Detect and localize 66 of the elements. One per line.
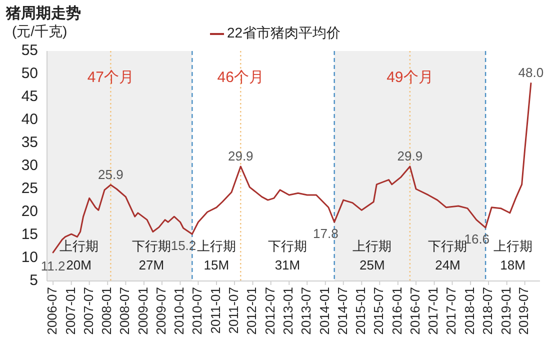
- x-tick-label: 2016-01: [389, 287, 404, 335]
- annotation: 47个月: [87, 68, 134, 86]
- x-tick-label: 2013-07: [298, 287, 314, 335]
- annotation: 25.9: [98, 166, 124, 182]
- annotation: 18M: [500, 257, 526, 272]
- x-tick-label: 2014-07: [334, 287, 350, 335]
- annotation: 15.2: [170, 238, 196, 254]
- x-tick-label: 2009-07: [153, 287, 168, 335]
- y-tick-label: 10: [21, 248, 38, 266]
- annotation: 31M: [274, 257, 300, 272]
- legend-label: 22省市猪肉平均价: [227, 24, 341, 41]
- x-tick-label: 2017-01: [426, 287, 441, 335]
- annotation: 下行期: [268, 238, 307, 254]
- x-tick-label: 2007-07: [80, 287, 96, 335]
- x-tick-label: 2011-01: [208, 287, 223, 334]
- y-tick-label: 45: [21, 88, 38, 105]
- y-tick-label: 20: [21, 202, 38, 220]
- y-tick-label: 35: [21, 134, 38, 151]
- annotation: 上行期: [352, 238, 392, 254]
- x-tick-label: 2015-07: [371, 287, 386, 335]
- annotation: 29.9: [397, 148, 423, 164]
- y-tick-label: 40: [21, 110, 38, 128]
- x-tick-label: 2013-01: [280, 287, 296, 335]
- line-series: [52, 82, 532, 254]
- y-tick-label: 5: [30, 272, 38, 289]
- annotation: 上行期: [196, 238, 236, 254]
- annotation: 20M: [66, 257, 92, 272]
- x-tick-label: 2006-07: [44, 287, 60, 335]
- x-tick-label: 2009-01: [135, 287, 150, 335]
- x-tick-label: 2016-07: [407, 287, 422, 335]
- y-tick-label: 50: [21, 64, 38, 82]
- x-tick-label: 2017-07: [444, 287, 459, 335]
- x-tick-label: 2012-07: [262, 287, 278, 335]
- annotation: 上行期: [59, 238, 98, 254]
- x-tick-label: 2010-07: [190, 287, 205, 335]
- x-tick-label: 2008-07: [117, 287, 132, 335]
- annotation: 48.0: [518, 65, 544, 80]
- x-tick-label: 2018-07: [480, 287, 495, 335]
- x-tick-label: 2008-01: [99, 287, 114, 335]
- annotation: 25M: [359, 257, 385, 272]
- y-tick-label: 15: [21, 226, 38, 243]
- y-tick-label: 25: [21, 180, 38, 197]
- x-tick-label: 2010-01: [172, 287, 187, 335]
- x-tick-label: 2015-01: [353, 287, 368, 335]
- y-tick-label: 30: [21, 156, 38, 174]
- x-tick-label: 2007-01: [62, 287, 78, 335]
- annotation: 上行期: [493, 238, 532, 254]
- annotation: 27M: [138, 257, 164, 272]
- x-tick-label: 2012-01: [244, 287, 260, 335]
- annotation: 29.9: [228, 148, 254, 164]
- annotation: 15M: [204, 257, 230, 272]
- chart-title: 猪周期走势: [5, 5, 81, 22]
- annotation: 24M: [435, 257, 460, 272]
- annotation: 17.8: [313, 226, 338, 242]
- x-tick-label: 2014-01: [316, 287, 332, 335]
- x-tick-label: 2018-01: [462, 287, 477, 335]
- annotation: 46个月: [217, 68, 264, 86]
- x-tick-label: 2011-07: [226, 287, 241, 334]
- y-axis-title: (元/千克): [12, 23, 68, 39]
- annotation: 11.2: [40, 258, 66, 274]
- annotation: 下行期: [132, 238, 171, 254]
- x-tick-label: 2019-01: [498, 287, 514, 335]
- annotation: 49个月: [386, 68, 434, 86]
- annotation: 下行期: [428, 238, 468, 254]
- x-tick-label: 2019-07: [516, 287, 532, 335]
- y-tick-label: 55: [21, 42, 38, 59]
